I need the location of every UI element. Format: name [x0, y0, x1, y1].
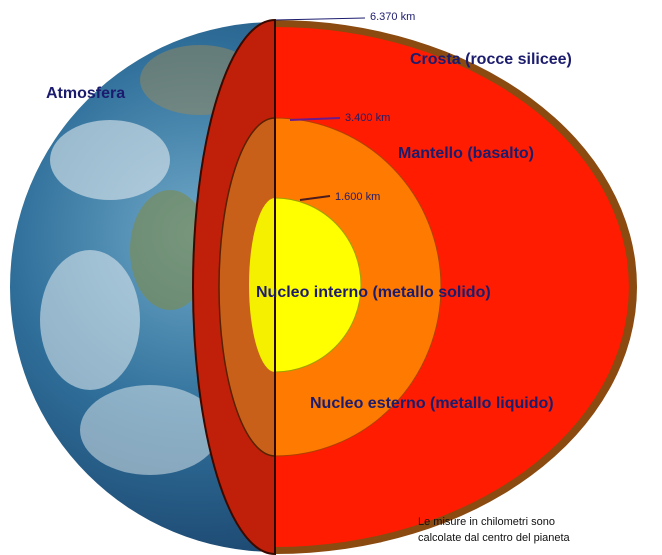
- layer-label: Atmosfera: [46, 85, 125, 102]
- radius-label: 6.370 km: [370, 11, 415, 23]
- note: calcolate dal centro del pianeta: [418, 532, 571, 544]
- layer-label: Nucleo esterno (metallo liquido): [310, 395, 554, 412]
- radius-label: 1.600 km: [335, 191, 380, 203]
- radius-label: 3.400 km: [345, 112, 390, 124]
- note: Le misure in chilometri sono: [418, 516, 555, 528]
- layer-label: Mantello (basalto): [398, 145, 534, 162]
- earth-diagram: 6.370 km 3.400 km 1.600 km Atmosfera Cro…: [0, 0, 662, 555]
- layer-label: Nucleo interno (metallo solido): [256, 284, 491, 301]
- layer-label: Crosta (rocce silicee): [410, 51, 572, 68]
